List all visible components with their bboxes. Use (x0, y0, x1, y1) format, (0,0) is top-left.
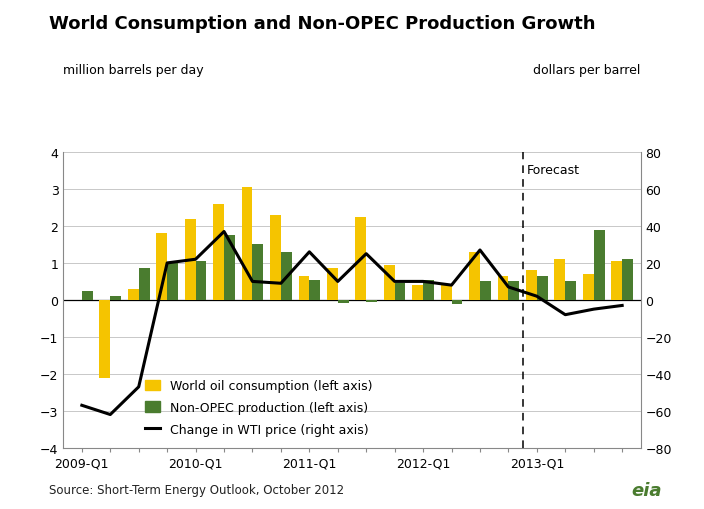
Bar (423, 280, 434, 300)
Change in WTI price (right axis) (163, 260, 171, 266)
Bar (298, 276, 309, 300)
Bar (583, 274, 593, 300)
Legend: World oil consumption (left axis), Non-OPEC production (left axis), Change in WT: World oil consumption (left axis), Non-O… (144, 379, 372, 436)
Bar (480, 282, 491, 300)
Change in WTI price (right axis) (106, 412, 115, 418)
Text: eia: eia (631, 481, 662, 499)
Text: Forecast: Forecast (527, 164, 580, 177)
Change in WTI price (right axis) (277, 280, 285, 287)
Change in WTI price (right axis) (220, 229, 228, 235)
Change in WTI price (right axis) (191, 257, 200, 263)
Change in WTI price (right axis) (77, 403, 86, 409)
Bar (82, 291, 93, 300)
Bar (526, 271, 537, 300)
Bar (128, 289, 139, 300)
Line: Change in WTI price (right axis): Change in WTI price (right axis) (82, 232, 622, 415)
Change in WTI price (right axis) (589, 306, 598, 313)
Bar (196, 262, 206, 300)
Change in WTI price (right axis) (447, 282, 455, 289)
Bar (413, 286, 423, 300)
Change in WTI price (right axis) (391, 279, 399, 285)
Bar (270, 215, 281, 300)
Bar (253, 245, 263, 300)
Bar (139, 269, 149, 300)
Change in WTI price (right axis) (504, 285, 513, 291)
Bar (327, 269, 338, 300)
Bar (384, 265, 395, 300)
Change in WTI price (right axis) (533, 294, 541, 300)
Change in WTI price (right axis) (419, 279, 427, 285)
Bar (622, 260, 633, 300)
Bar (156, 234, 167, 300)
Text: million barrels per day: million barrels per day (63, 64, 204, 76)
Bar (309, 280, 320, 300)
Bar (451, 300, 463, 304)
Bar (167, 263, 178, 300)
Bar (366, 300, 377, 302)
Bar (395, 284, 406, 300)
Bar (555, 260, 565, 300)
Bar (241, 188, 253, 300)
Text: World Consumption and Non-OPEC Production Growth: World Consumption and Non-OPEC Productio… (49, 15, 596, 33)
Bar (593, 230, 605, 300)
Change in WTI price (right axis) (249, 279, 257, 285)
Bar (611, 262, 622, 300)
Bar (281, 252, 291, 300)
Bar (498, 276, 508, 300)
Change in WTI price (right axis) (334, 279, 342, 285)
Change in WTI price (right axis) (618, 303, 627, 309)
Bar (99, 300, 111, 378)
Bar (213, 204, 224, 300)
Bar (184, 219, 196, 300)
Change in WTI price (right axis) (305, 249, 313, 256)
Bar (338, 300, 348, 303)
Bar (356, 217, 366, 300)
Bar (469, 252, 480, 300)
Bar (508, 282, 520, 300)
Bar (537, 276, 548, 300)
Change in WTI price (right axis) (362, 251, 370, 257)
Text: Source: Short-Term Energy Outlook, October 2012: Source: Short-Term Energy Outlook, Octob… (49, 484, 344, 496)
Bar (224, 236, 235, 300)
Change in WTI price (right axis) (476, 247, 484, 253)
Text: dollars per barrel: dollars per barrel (533, 64, 641, 76)
Bar (111, 297, 121, 300)
Change in WTI price (right axis) (561, 312, 570, 318)
Bar (565, 282, 576, 300)
Change in WTI price (right axis) (134, 384, 143, 390)
Bar (441, 286, 451, 300)
